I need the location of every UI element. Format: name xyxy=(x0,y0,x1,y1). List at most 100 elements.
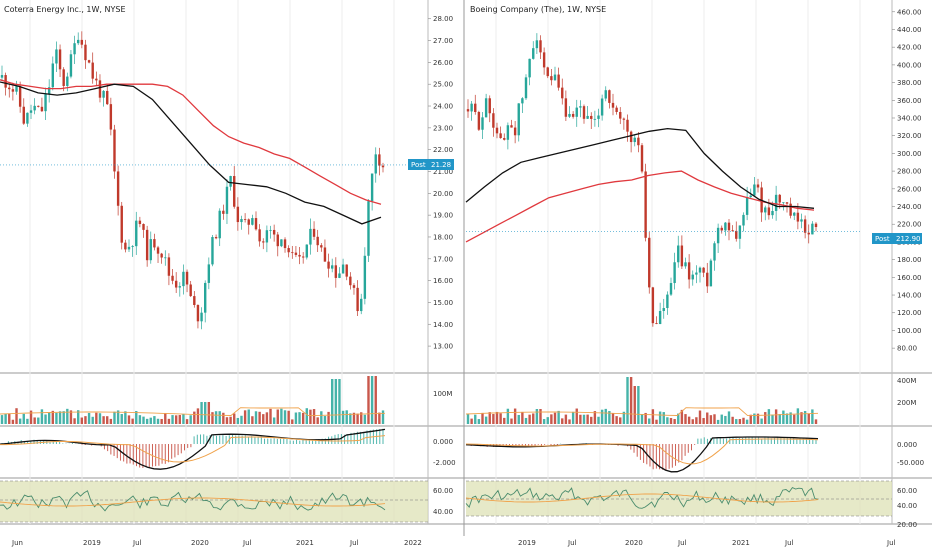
price-tick-label: 100.00 xyxy=(897,327,922,335)
candle-body xyxy=(521,98,524,104)
candle-body xyxy=(258,229,261,242)
volume-bar xyxy=(204,402,207,424)
candle-body xyxy=(98,80,102,98)
candle-body xyxy=(764,207,767,213)
volume-bar xyxy=(62,411,65,424)
price-tick-label: 460.00 xyxy=(897,8,922,16)
candle-body xyxy=(334,265,338,278)
candle-body xyxy=(716,227,720,244)
volume-axis-label: 100M xyxy=(433,390,452,398)
volume-bar xyxy=(771,414,774,424)
time-axis-label: 2020 xyxy=(191,539,209,547)
candle-body xyxy=(513,127,517,136)
volume-bar xyxy=(18,418,22,424)
volume-bar xyxy=(374,376,377,424)
price-tick-label: 20.00 xyxy=(433,190,453,198)
volume-bar xyxy=(73,418,76,424)
volume-bar xyxy=(753,413,756,424)
volume-bar xyxy=(254,411,258,424)
candle-body xyxy=(40,106,44,112)
volume-bar xyxy=(742,417,745,424)
candle-body xyxy=(651,287,655,324)
time-axis-label: 2021 xyxy=(296,539,314,547)
volume-bar xyxy=(633,386,636,424)
candle-body xyxy=(363,255,367,299)
volume-bar xyxy=(131,418,134,424)
candle-body xyxy=(546,67,549,77)
candle-body xyxy=(47,87,51,95)
time-axis-label: Jul xyxy=(349,539,359,547)
volume-bar xyxy=(474,414,477,424)
left-badge-value: 21.28 xyxy=(431,161,451,169)
volume-bar xyxy=(349,413,352,424)
rsi-axis-label: 40.00 xyxy=(433,508,453,516)
candle-body xyxy=(542,52,546,68)
volume-bar xyxy=(735,419,738,424)
volume-bar xyxy=(745,419,749,424)
candle-body xyxy=(145,229,149,261)
volume-bar xyxy=(240,415,243,424)
volume-bar xyxy=(84,416,87,424)
candle-body xyxy=(356,287,359,312)
volume-bar xyxy=(484,416,488,424)
ma-red-line xyxy=(465,170,815,243)
left-price-axis: 28.00 27.00 26.00 25.00 24.00 23.00 22.00 21.00… xyxy=(428,15,453,351)
candle-body xyxy=(33,105,36,111)
volume-bar xyxy=(528,414,531,424)
candle-body xyxy=(164,257,167,259)
macd-axis-label: -2.000 xyxy=(433,459,456,467)
volume-bar xyxy=(225,417,229,424)
candle-body xyxy=(211,237,214,265)
macd-axis-label: -50.000 xyxy=(897,459,924,467)
candle-body xyxy=(789,203,792,216)
candle-body xyxy=(517,103,520,136)
volume-bar xyxy=(323,416,327,424)
time-axis-label: Jul xyxy=(567,539,577,547)
volume-bar xyxy=(153,416,156,424)
candle-body xyxy=(731,230,734,232)
candle-body xyxy=(84,44,87,61)
candle-body xyxy=(615,107,618,112)
volume-bar xyxy=(626,377,629,424)
volume-bar xyxy=(258,411,261,424)
candle-body xyxy=(619,111,622,119)
candle-body xyxy=(22,106,25,124)
candle-body xyxy=(120,205,123,243)
candle-body xyxy=(26,112,29,124)
volume-bar xyxy=(309,409,312,424)
volume-bar xyxy=(316,417,319,424)
volume-bar xyxy=(492,414,495,424)
candle-body xyxy=(535,40,539,49)
macd-signal-line xyxy=(0,435,386,463)
candle-body xyxy=(29,110,33,113)
candle-body xyxy=(229,176,232,187)
volume-bar xyxy=(470,418,473,424)
right-price-badge: Post 212.90 xyxy=(872,233,922,244)
candle-body xyxy=(811,223,814,235)
price-tick-label: 120.00 xyxy=(897,309,922,317)
volume-bar xyxy=(782,410,785,424)
volume-bar xyxy=(619,417,622,424)
candle-body xyxy=(287,248,290,253)
price-tick-label: 260.00 xyxy=(897,185,922,193)
candle-body xyxy=(590,115,593,119)
candle-body xyxy=(800,219,803,222)
volume-bar xyxy=(381,410,385,424)
volume-bar xyxy=(724,415,727,424)
candle-body xyxy=(276,234,279,247)
volume-bar xyxy=(356,413,359,424)
macd-line xyxy=(465,436,819,473)
volume-bar xyxy=(37,417,40,424)
volume-bar xyxy=(196,408,200,424)
candle-body xyxy=(283,239,287,249)
candle-body xyxy=(709,260,713,287)
candle-body xyxy=(345,264,348,277)
volume-bar xyxy=(55,412,58,424)
volume-bar xyxy=(200,402,203,424)
volume-bar xyxy=(272,417,276,424)
candle-body xyxy=(69,54,73,77)
volume-bar xyxy=(291,419,294,424)
candle-body xyxy=(687,262,691,280)
volume-bar xyxy=(69,410,73,424)
